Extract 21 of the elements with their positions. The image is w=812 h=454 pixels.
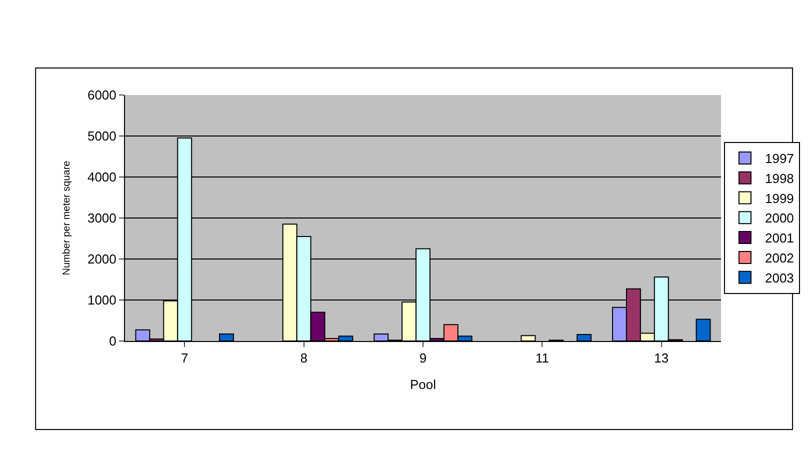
y-tick-label: 3000 xyxy=(87,210,116,226)
y-tick-label: 4000 xyxy=(87,170,116,185)
legend-label: 2002 xyxy=(764,250,794,266)
legend-label: 2001 xyxy=(764,230,794,246)
x-tick-label: 7 xyxy=(180,350,188,366)
x-tick-label: 13 xyxy=(654,350,669,366)
y-tick-label: 2000 xyxy=(87,252,116,267)
x-tick-label: 8 xyxy=(300,350,308,366)
legend-label: 2003 xyxy=(764,270,794,286)
y-tick-label: 6000 xyxy=(87,88,116,103)
y-tick-label: 5000 xyxy=(87,128,116,144)
x-axis-title: Pool xyxy=(410,377,436,392)
legend-label: 2000 xyxy=(764,210,794,226)
legend-label: 1998 xyxy=(764,170,794,186)
y-tick-label: 0 xyxy=(109,334,116,349)
y-axis-title: Number per meter square xyxy=(61,160,72,276)
y-tick-label: 1000 xyxy=(87,292,116,308)
legend-label: 1999 xyxy=(764,190,794,206)
x-tick-label: 11 xyxy=(535,350,549,366)
legend-label: 1997 xyxy=(764,151,794,166)
x-tick-label: 9 xyxy=(419,350,427,366)
